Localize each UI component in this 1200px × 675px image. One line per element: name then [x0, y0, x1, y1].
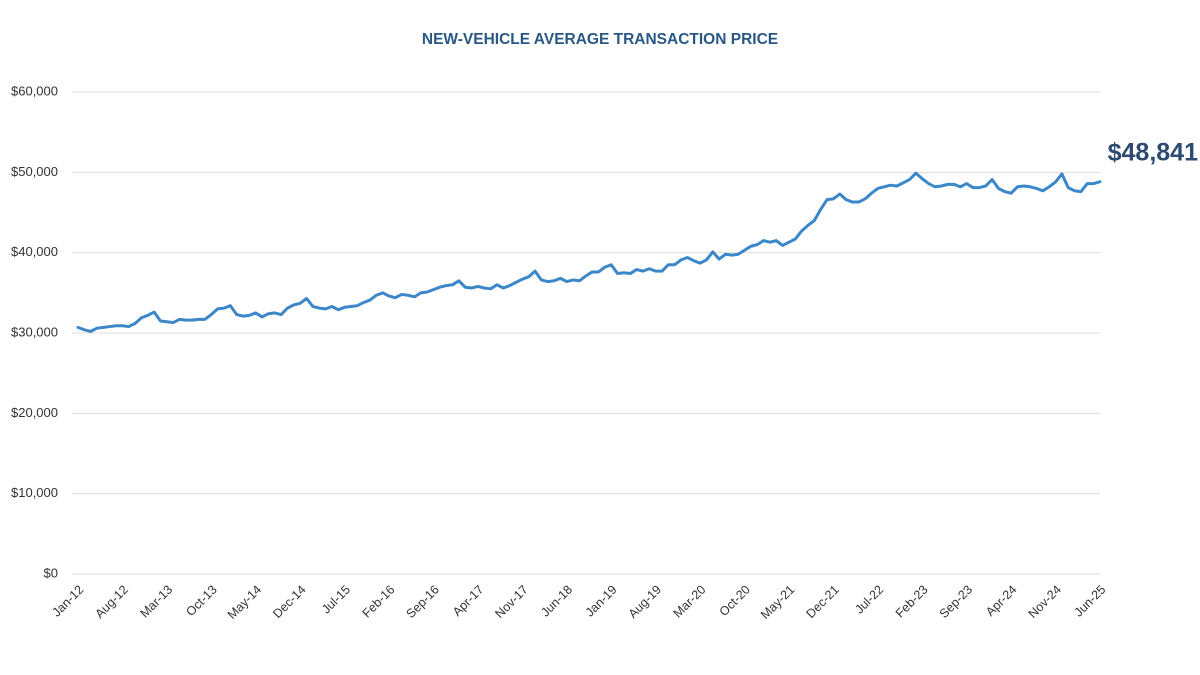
x-tick-label: Jan-19 — [583, 583, 620, 620]
x-tick-label: Feb-23 — [893, 583, 931, 621]
x-tick-label: May-21 — [758, 583, 797, 622]
x-tick-label: Jul-22 — [852, 583, 886, 617]
x-tick-label: Mar-20 — [671, 583, 709, 621]
x-tick-label: May-14 — [225, 583, 264, 622]
x-tick-label: Feb-16 — [360, 583, 398, 621]
y-tick-label: $30,000 — [11, 324, 58, 339]
x-tick-label: Nov-24 — [1026, 583, 1064, 621]
y-tick-label: $10,000 — [11, 485, 58, 500]
x-tick-label: Dec-21 — [803, 583, 841, 621]
x-tick-label: Mar-13 — [137, 583, 175, 621]
x-tick-label: Nov-17 — [492, 583, 530, 621]
price-line — [76, 171, 1102, 333]
y-tick-label: $20,000 — [11, 405, 58, 420]
x-tick-label: Sep-16 — [404, 583, 442, 621]
x-tick-label: Dec-14 — [270, 583, 308, 621]
x-tick-label: Jul-15 — [319, 583, 353, 617]
x-tick-label: Jun-25 — [1072, 583, 1109, 620]
y-tick-label: $40,000 — [11, 244, 58, 259]
x-tick-label: Jun-18 — [538, 583, 575, 620]
x-tick-label: Aug-12 — [92, 583, 130, 621]
x-tick-label: Apr-24 — [983, 583, 1019, 619]
chart-title: NEW-VEHICLE AVERAGE TRANSACTION PRICE — [422, 31, 778, 48]
y-tick-label: $60,000 — [11, 83, 58, 98]
x-tick-label: Oct-13 — [183, 583, 219, 619]
x-tick-label: Jan-12 — [50, 583, 87, 620]
x-tick-label: Oct-20 — [717, 583, 753, 619]
x-tick-label: Aug-19 — [626, 583, 664, 621]
x-tick-label: Apr-17 — [450, 583, 486, 619]
y-tick-label: $50,000 — [11, 164, 58, 179]
value-label: $48,841 — [1108, 138, 1198, 166]
y-tick-label: $0 — [44, 565, 58, 580]
x-tick-label: Sep-23 — [937, 583, 975, 621]
